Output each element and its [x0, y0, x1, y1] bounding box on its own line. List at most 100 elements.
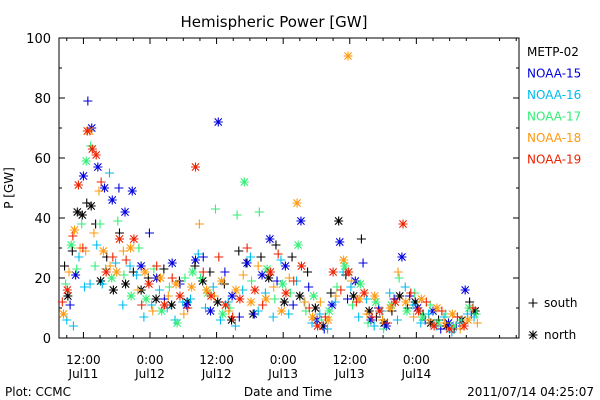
north-point: [416, 294, 426, 304]
south-point: [85, 279, 95, 289]
north-point: [397, 252, 407, 262]
north-point: [343, 51, 353, 61]
plot-timestamp: 2011/07/14 04:25:07: [467, 385, 594, 399]
south-point: [68, 231, 78, 241]
north-point: [280, 261, 290, 271]
x-axis: 12:00Jul110:00Jul1212:00Jul120:00Jul1312…: [66, 38, 517, 381]
north-point: [127, 186, 137, 196]
north-point: [187, 282, 197, 292]
south-point: [198, 252, 208, 262]
north-point: [81, 156, 91, 166]
north-point: [308, 312, 318, 322]
north-point: [445, 324, 455, 334]
legend-entry: NOAA-17: [527, 110, 581, 124]
y-tick-label: 100: [26, 32, 51, 47]
north-point: [191, 162, 201, 172]
x-tick-date-label: Jul11: [68, 367, 99, 381]
legend-marker-label: south: [544, 296, 578, 310]
south-point: [253, 306, 263, 316]
legend-entry: NOAA-18: [527, 131, 581, 145]
north-point: [77, 210, 87, 220]
south-point: [190, 261, 200, 271]
north-point: [87, 144, 97, 154]
south-point: [276, 255, 286, 265]
south-point: [179, 309, 189, 319]
south-point: [134, 243, 144, 253]
x-tick-time-label: 0:00: [137, 353, 164, 367]
series-noaa-18: [58, 51, 482, 334]
south-point: [269, 282, 279, 292]
south-point: [354, 312, 364, 322]
south-point: [303, 267, 313, 277]
south-point: [119, 270, 129, 280]
south-point: [343, 294, 353, 304]
north-point: [463, 315, 473, 325]
x-tick-time-label: 12:00: [199, 353, 234, 367]
south-point: [118, 246, 128, 256]
south-point: [421, 297, 431, 307]
data-points: [57, 51, 482, 337]
north-point: [433, 318, 443, 328]
south-point: [273, 249, 283, 259]
south-point: [367, 312, 377, 322]
south-point: [394, 273, 404, 283]
north-point: [107, 195, 117, 205]
north-point: [398, 219, 408, 229]
south-point: [304, 303, 314, 313]
south-point: [234, 246, 244, 256]
south-point: [152, 261, 162, 271]
north-point: [385, 303, 395, 313]
south-point: [284, 309, 294, 319]
south-point: [186, 294, 196, 304]
south-point: [238, 270, 248, 280]
south-point: [256, 252, 266, 262]
south-point: [108, 252, 118, 262]
south-point: [214, 252, 224, 262]
north-point: [114, 234, 124, 244]
north-point: [91, 150, 101, 160]
south-point: [260, 288, 270, 298]
north-point: [335, 237, 345, 247]
south-point: [270, 294, 280, 304]
north-point: [242, 258, 252, 268]
south-point: [356, 234, 366, 244]
south-point: [351, 297, 361, 307]
south-point: [462, 309, 472, 319]
north-point: [213, 117, 223, 127]
south-point: [254, 207, 264, 217]
north-point: [191, 255, 201, 265]
south-point: [465, 297, 475, 307]
south-point: [369, 321, 379, 331]
north-point: [310, 303, 320, 313]
north-point: [412, 303, 422, 313]
north-point: [246, 297, 256, 307]
legend-marker-north-icon: [528, 330, 538, 340]
south-point: [78, 243, 88, 253]
north-point: [371, 297, 381, 307]
south-point: [379, 324, 389, 334]
south-point: [90, 261, 100, 271]
north-point: [375, 306, 385, 316]
north-point: [144, 279, 154, 289]
south-point: [95, 219, 105, 229]
north-point: [277, 306, 287, 316]
series-noaa-19: [57, 126, 478, 334]
south-point: [377, 315, 387, 325]
south-point: [228, 312, 238, 322]
north-point: [217, 276, 227, 286]
legend-entry: NOAA-19: [527, 153, 581, 167]
north-point: [182, 300, 192, 310]
legend-entry: METP-02: [527, 45, 579, 59]
south-point: [472, 318, 482, 328]
north-point: [250, 285, 260, 295]
north-point: [410, 297, 420, 307]
north-point: [93, 162, 103, 172]
plot-credit: Plot: CCMC: [5, 385, 71, 399]
legend-marker-label: north: [544, 328, 576, 342]
south-point: [392, 315, 402, 325]
north-point: [318, 321, 328, 331]
north-point: [449, 321, 459, 331]
north-point: [171, 279, 181, 289]
south-point: [363, 318, 373, 328]
